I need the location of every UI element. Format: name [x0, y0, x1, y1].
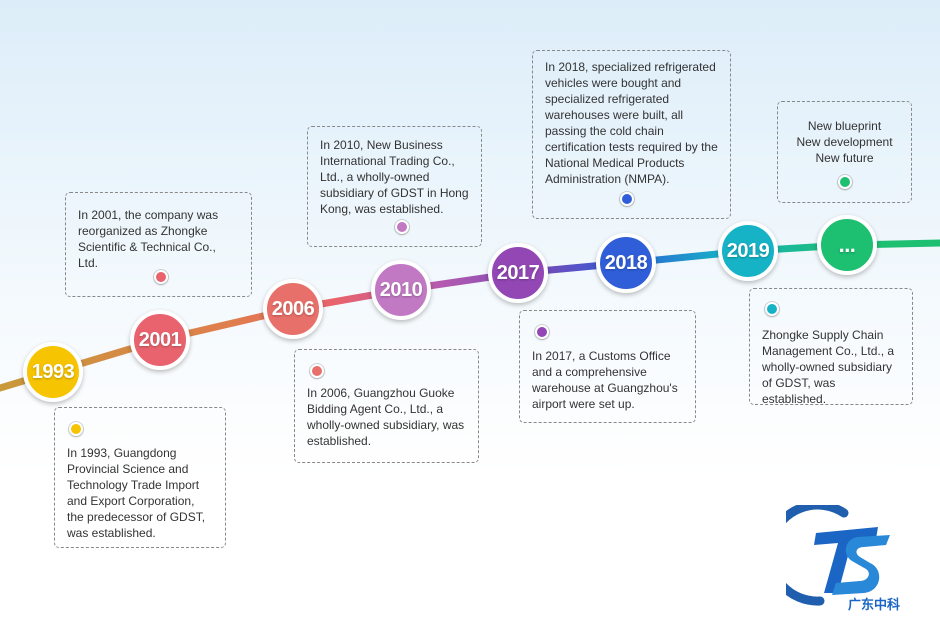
event-card-2017: In 2017, a Customs Office and a comprehe… [519, 310, 696, 423]
future-line-1: New blueprint [807, 119, 882, 133]
year-node-2019: 2019 [718, 221, 778, 281]
marker-dot-2019 [765, 302, 779, 316]
marker-dot-2006 [310, 364, 324, 378]
logo-text: 广东中科 [848, 597, 900, 612]
event-card-1993: In 1993, Guangdong Provincial Science an… [54, 407, 226, 548]
marker-dot-future [838, 175, 852, 189]
event-card-future: New blueprint New development New future [777, 101, 912, 203]
marker-dot-1993 [69, 422, 83, 436]
year-node-2018: 2018 [596, 233, 656, 293]
event-text-2017: In 2017, a Customs Office and a comprehe… [532, 349, 678, 411]
marker-dot-2010 [395, 220, 409, 234]
event-card-2001: In 2001, the company was reorganized as … [65, 192, 252, 297]
event-text-2010: In 2010, New Business International Trad… [320, 138, 469, 216]
event-text-2019: Zhongke Supply Chain Management Co., Ltd… [762, 328, 895, 406]
event-card-2018: In 2018, specialized refrigerated vehicl… [532, 50, 731, 219]
event-text-1993: In 1993, Guangdong Provincial Science an… [67, 446, 206, 540]
company-logo: 广东中科 [786, 505, 900, 612]
event-text-2006: In 2006, Guangzhou Guoke Bidding Agent C… [307, 386, 465, 448]
year-node-2017: 2017 [488, 243, 548, 303]
event-text-2001: In 2001, the company was reorganized as … [78, 208, 219, 270]
marker-dot-2018 [620, 192, 634, 206]
marker-dot-2017 [535, 325, 549, 339]
event-card-2006: In 2006, Guangzhou Guoke Bidding Agent C… [294, 349, 479, 463]
event-text-2018: In 2018, specialized refrigerated vehicl… [545, 60, 718, 186]
event-card-2019: Zhongke Supply Chain Management Co., Ltd… [749, 288, 913, 406]
year-node-2006: 2006 [263, 279, 323, 339]
year-node-2001: 2001 [130, 310, 190, 370]
marker-dot-2001 [154, 270, 168, 284]
year-node-2010: 2010 [371, 260, 431, 320]
future-line-2: New development [796, 135, 893, 149]
future-line-3: New future [815, 151, 874, 165]
future-node: ... [817, 215, 877, 275]
year-node-1993: 1993 [23, 342, 83, 402]
event-card-2010: In 2010, New Business International Trad… [307, 126, 482, 247]
